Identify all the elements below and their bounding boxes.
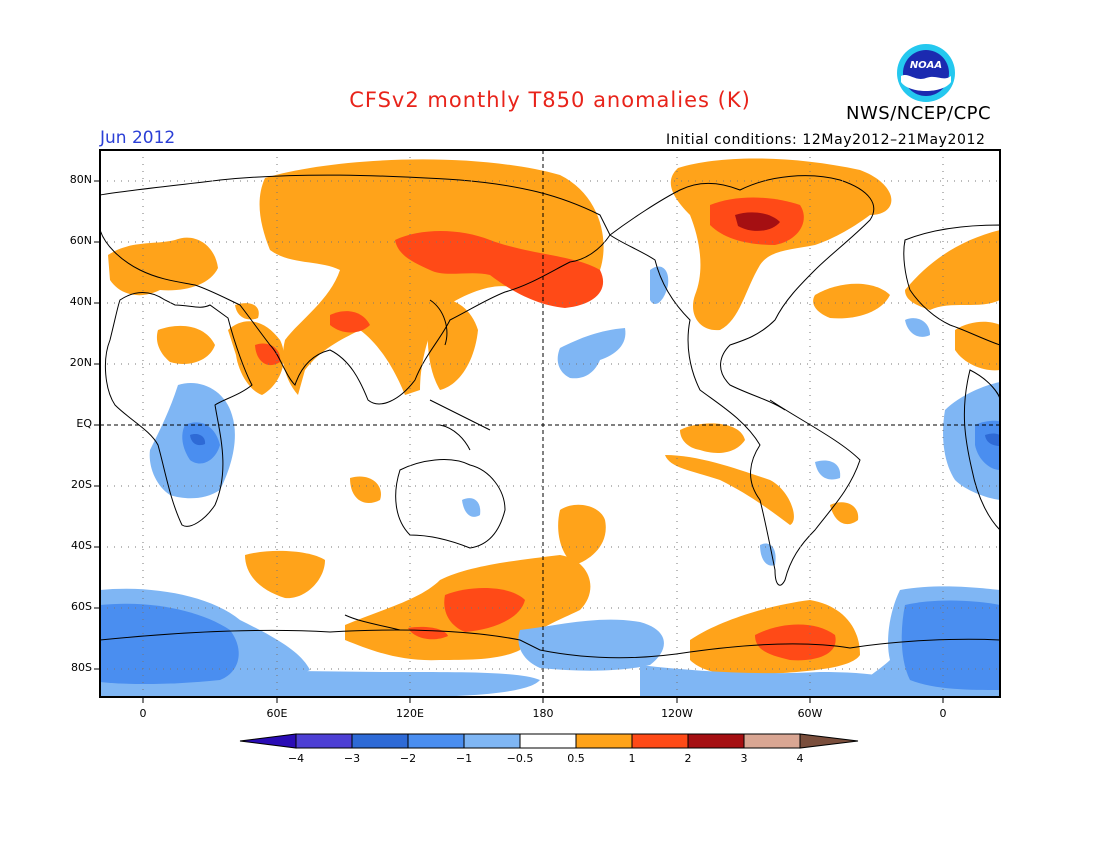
lat-label: 40S bbox=[71, 539, 92, 552]
valid-month: Jun 2012 bbox=[100, 128, 176, 148]
colorbar-arrow-low bbox=[239, 733, 297, 749]
anomaly-darkblue-regions bbox=[190, 433, 1000, 446]
lat-label: 80N bbox=[69, 173, 92, 186]
lat-label: 40N bbox=[69, 295, 92, 308]
colorbar-swatch bbox=[575, 733, 633, 749]
colorbar-label: −4 bbox=[287, 752, 305, 765]
colorbar bbox=[239, 733, 859, 749]
colorbar-swatch bbox=[687, 733, 745, 749]
anomaly-orange-regions bbox=[108, 158, 1000, 676]
lon-label: 60W bbox=[797, 707, 823, 720]
colorbar-label: −1 bbox=[455, 752, 473, 765]
lat-label: EQ bbox=[76, 417, 92, 430]
tick-marks bbox=[94, 180, 944, 703]
initial-conditions: Initial conditions: 12May2012–21May2012 bbox=[666, 132, 986, 148]
colorbar-label: 0.5 bbox=[567, 752, 585, 765]
lon-label: 120E bbox=[396, 707, 424, 720]
coastlines bbox=[100, 174, 1000, 659]
colorbar-label: 4 bbox=[796, 752, 804, 765]
lat-label: 80S bbox=[71, 661, 92, 674]
lon-label: 0 bbox=[139, 707, 147, 720]
logo-text: NOAA bbox=[910, 60, 942, 71]
colorbar-arrow-high bbox=[799, 733, 859, 749]
lon-label: 60E bbox=[266, 707, 288, 720]
lat-label: 20S bbox=[71, 478, 92, 491]
colorbar-label: 2 bbox=[684, 752, 692, 765]
colorbar-label: −3 bbox=[343, 752, 361, 765]
grid-lines bbox=[100, 150, 1000, 697]
anomaly-darkred-region bbox=[735, 212, 780, 231]
map-frame bbox=[99, 149, 1001, 698]
noaa-logo: NOAA bbox=[897, 44, 955, 102]
colorbar-swatch bbox=[463, 733, 521, 749]
colorbar-label: −0.5 bbox=[506, 752, 534, 765]
colorbar-swatch bbox=[351, 733, 409, 749]
colorbar-swatch bbox=[295, 733, 353, 749]
colorbar-label: −2 bbox=[399, 752, 417, 765]
colorbar-swatch bbox=[519, 733, 577, 749]
colorbar-swatch bbox=[407, 733, 465, 749]
anomaly-blue-regions bbox=[100, 420, 1000, 690]
lon-label: 120W bbox=[661, 707, 693, 720]
colorbar-label: 3 bbox=[740, 752, 748, 765]
lat-label: 60S bbox=[71, 600, 92, 613]
colorbar-swatch bbox=[743, 733, 801, 749]
lon-label: 180 bbox=[532, 707, 554, 720]
lat-label: 60N bbox=[69, 234, 92, 247]
colorbar-label: 1 bbox=[628, 752, 636, 765]
lon-label: 0 bbox=[939, 707, 947, 720]
agency-label: NWS/NCEP/CPC bbox=[846, 103, 992, 124]
chart-title: CFSv2 monthly T850 anomalies (K) bbox=[349, 88, 751, 112]
anomaly-red-regions bbox=[255, 197, 836, 661]
equator-dateline bbox=[100, 150, 1000, 697]
lat-label: 20N bbox=[69, 356, 92, 369]
colorbar-swatch bbox=[631, 733, 689, 749]
